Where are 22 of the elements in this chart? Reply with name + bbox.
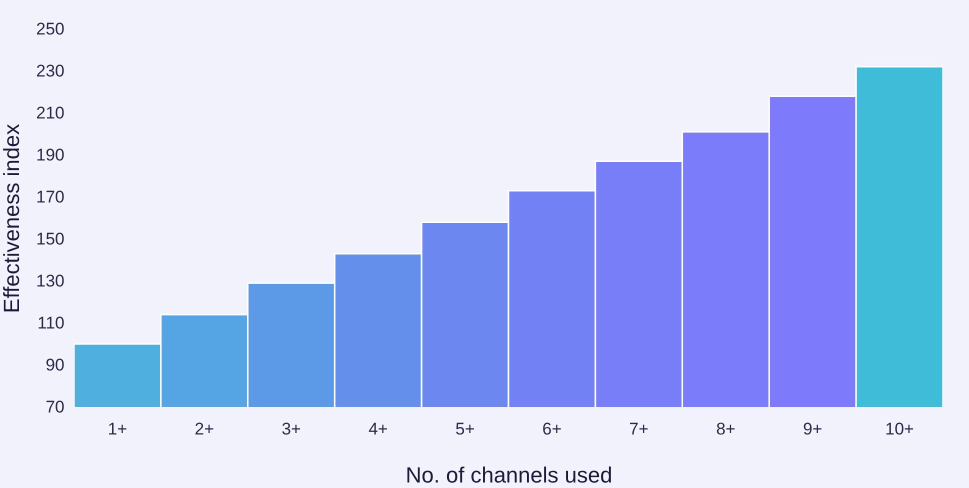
x-axis-title: No. of channels used xyxy=(406,462,612,488)
y-axis-title: Effectiveness index xyxy=(0,124,24,314)
x-tick-label: 6+ xyxy=(542,420,562,438)
y-tick-label: 110 xyxy=(37,314,64,332)
y-tick-label: 170 xyxy=(36,188,64,206)
x-tick-label: 7+ xyxy=(629,420,649,438)
x-tick-label: 9+ xyxy=(802,420,822,438)
y-tick-label: 210 xyxy=(36,104,64,122)
y-tick-label: 250 xyxy=(36,20,64,38)
y-tick-label: 130 xyxy=(36,272,64,290)
x-tick-label: 2+ xyxy=(194,420,214,438)
y-tick-label: 90 xyxy=(46,356,64,374)
y-tick-label: 230 xyxy=(36,62,64,80)
y-tick-label: 70 xyxy=(46,398,64,416)
y-tick-label: 150 xyxy=(36,230,64,248)
x-tick-label: 8+ xyxy=(716,420,736,438)
x-tick-label: 10+ xyxy=(885,420,914,438)
y-tick-label: 190 xyxy=(36,146,64,164)
x-tick-label: 4+ xyxy=(368,420,388,438)
x-tick-label: 1+ xyxy=(108,420,128,438)
x-tick-label: 5+ xyxy=(455,420,475,438)
x-tick-label: 3+ xyxy=(282,420,302,438)
